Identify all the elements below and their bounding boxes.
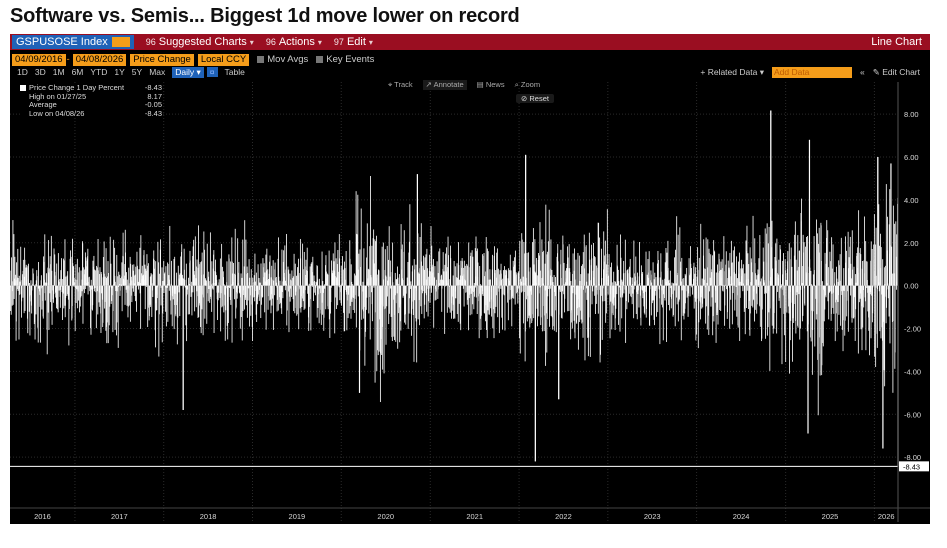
- ticker-label: GSPUSOSE Index: [16, 36, 108, 48]
- key-events-button[interactable]: Key Events: [326, 54, 375, 65]
- news-tool[interactable]: ▤ News: [476, 80, 505, 89]
- date-separator: -: [66, 54, 70, 65]
- period-1m[interactable]: 1M: [52, 67, 65, 77]
- ticker-caret-icon: [111, 37, 130, 47]
- x-tick-label: 2019: [289, 512, 306, 521]
- chevron-down-icon: ▾: [249, 37, 254, 47]
- x-tick-label: 2024: [733, 512, 750, 521]
- legend-series-row: Price Change 1 Day Percent -8.43: [20, 83, 162, 93]
- period-5y[interactable]: 5Y: [131, 67, 143, 77]
- legend-high-value: 8.17: [147, 91, 162, 101]
- legend-low-value: -8.43: [144, 108, 162, 118]
- legend-avg-row: Average -0.05: [20, 100, 162, 110]
- menu-label: Suggested Charts: [158, 36, 247, 48]
- menu-label: Edit: [346, 36, 366, 48]
- start-date-field[interactable]: 04/09/2016: [12, 53, 66, 66]
- menu-label: Actions: [278, 36, 315, 48]
- x-tick-label: 2022: [555, 512, 572, 521]
- legend-last-value: -8.43: [144, 83, 162, 92]
- suggested-charts-menu[interactable]: 96 Suggested Charts ▾: [146, 36, 254, 48]
- news-label: News: [485, 80, 505, 89]
- series-swatch: [20, 85, 26, 92]
- related-data-label: Related Data: [707, 66, 758, 77]
- y-tick-label: -6.00: [904, 410, 921, 419]
- x-tick-label: 2021: [466, 512, 483, 521]
- last-value-label: -8.43: [903, 462, 920, 471]
- edit-chart-label: Edit Chart: [882, 66, 920, 77]
- bloomberg-chart-panel: GSPUSOSE Index 96 Suggested Charts ▾ 96 …: [10, 34, 930, 524]
- end-date-field[interactable]: 04/08/2026: [72, 53, 127, 66]
- reset-label: Reset: [529, 94, 549, 103]
- chart-plot-area[interactable]: 8.00 6.00 4.00 2.00 0.00 -2.00 -4.00 -6.00 -8.00…: [10, 34, 930, 524]
- mov-avgs-icon: [257, 56, 265, 63]
- page-title: Software vs. Semis... Biggest 1d move lo…: [10, 5, 520, 27]
- legend-avg-label: Average: [29, 100, 57, 109]
- legend-high-label: High on 01/27/25: [29, 91, 87, 101]
- menu-number: 96: [145, 37, 156, 47]
- edit-chart-button[interactable]: ✎ Edit Chart: [873, 67, 920, 78]
- legend-high-row: High on 01/27/25 8.17: [20, 91, 162, 102]
- y-tick-label: -4.00: [904, 367, 921, 376]
- y-tick-label: 6.00: [904, 153, 919, 162]
- zoom-label: Zoom: [520, 80, 541, 89]
- period-ytd[interactable]: YTD: [90, 67, 108, 77]
- top-toolbar: GSPUSOSE Index 96 Suggested Charts ▾ 96 …: [10, 34, 930, 50]
- legend-avg-value: -0.05: [144, 100, 162, 109]
- key-events-icon: [316, 56, 324, 63]
- frequency-label: Daily: [175, 66, 195, 77]
- table-button[interactable]: Table: [224, 67, 245, 77]
- currency-toggle[interactable]: ¤: [206, 67, 218, 77]
- chart-tools: ⌖ Track ↗ Annotate ▤ News ⌕ Zoom: [388, 80, 540, 90]
- edit-menu[interactable]: 97 Edit ▾: [334, 36, 373, 48]
- track-tool[interactable]: ⌖ Track: [388, 80, 413, 89]
- period-bar: 1D 3D 1M 6M YTD 1Y 5Y Max Daily ▾ ¤ Tabl…: [10, 66, 930, 78]
- annotate-tool[interactable]: ↗ Annotate: [422, 80, 467, 90]
- pencil-icon: ✎: [872, 66, 880, 77]
- reset-button[interactable]: ⊘ Reset: [516, 94, 554, 103]
- menu-number: 96: [265, 37, 276, 47]
- period-1y[interactable]: 1Y: [114, 67, 125, 77]
- chart-legend: Price Change 1 Day Percent -8.43 High on…: [20, 83, 162, 119]
- chevron-down-icon: ▾: [317, 37, 322, 47]
- frequency-selector[interactable]: Daily ▾: [172, 66, 204, 78]
- x-tick-label: 2025: [822, 512, 839, 521]
- add-data-input[interactable]: Add Data: [771, 66, 852, 78]
- related-data-menu[interactable]: + Related Data ▾: [700, 66, 764, 77]
- currency-selector[interactable]: Local CCY: [197, 53, 250, 66]
- chevron-down-icon: ▾: [368, 37, 373, 47]
- x-tick-label: 2026: [878, 512, 895, 521]
- x-tick-label: 2018: [200, 512, 217, 521]
- legend-low-row: Low on 04/08/26 -8.43: [20, 108, 162, 119]
- settings-bar: 04/09/2016 - 04/08/2026 Price Change Loc…: [10, 53, 930, 66]
- y-tick-label: 4.00: [904, 196, 919, 205]
- x-tick-label: 2020: [377, 512, 394, 521]
- period-6m[interactable]: 6M: [71, 67, 84, 77]
- menu-number: 97: [333, 37, 344, 47]
- field-selector[interactable]: Price Change: [130, 53, 194, 66]
- annotate-label: Annotate: [433, 80, 464, 89]
- legend-low-label: Low on 04/08/26: [29, 108, 85, 118]
- mov-avgs-button[interactable]: Mov Avgs: [267, 54, 309, 65]
- x-tick-label: 2016: [34, 512, 51, 521]
- x-tick-label: 2023: [644, 512, 661, 521]
- y-tick-label: -8.00: [904, 453, 921, 462]
- x-tick-label: 2017: [111, 512, 128, 521]
- period-3d[interactable]: 3D: [34, 67, 46, 77]
- last-value-tag: [899, 461, 929, 472]
- collapse-icon[interactable]: «: [859, 67, 865, 77]
- y-tick-label: 2.00: [904, 239, 919, 248]
- ticker-field[interactable]: GSPUSOSE Index: [12, 35, 134, 49]
- chart-type-label[interactable]: Line Chart: [871, 36, 922, 48]
- legend-series-name: Price Change 1 Day Percent: [29, 83, 125, 92]
- y-tick-label: 0.00: [904, 282, 919, 291]
- y-tick-label: 8.00: [904, 110, 919, 119]
- period-max[interactable]: Max: [149, 67, 166, 77]
- period-1d[interactable]: 1D: [17, 67, 28, 77]
- actions-menu[interactable]: 96 Actions ▾: [266, 36, 322, 48]
- track-label: Track: [394, 80, 413, 89]
- y-tick-label: -2.00: [904, 325, 921, 334]
- zoom-tool[interactable]: ⌕ Zoom: [514, 80, 541, 89]
